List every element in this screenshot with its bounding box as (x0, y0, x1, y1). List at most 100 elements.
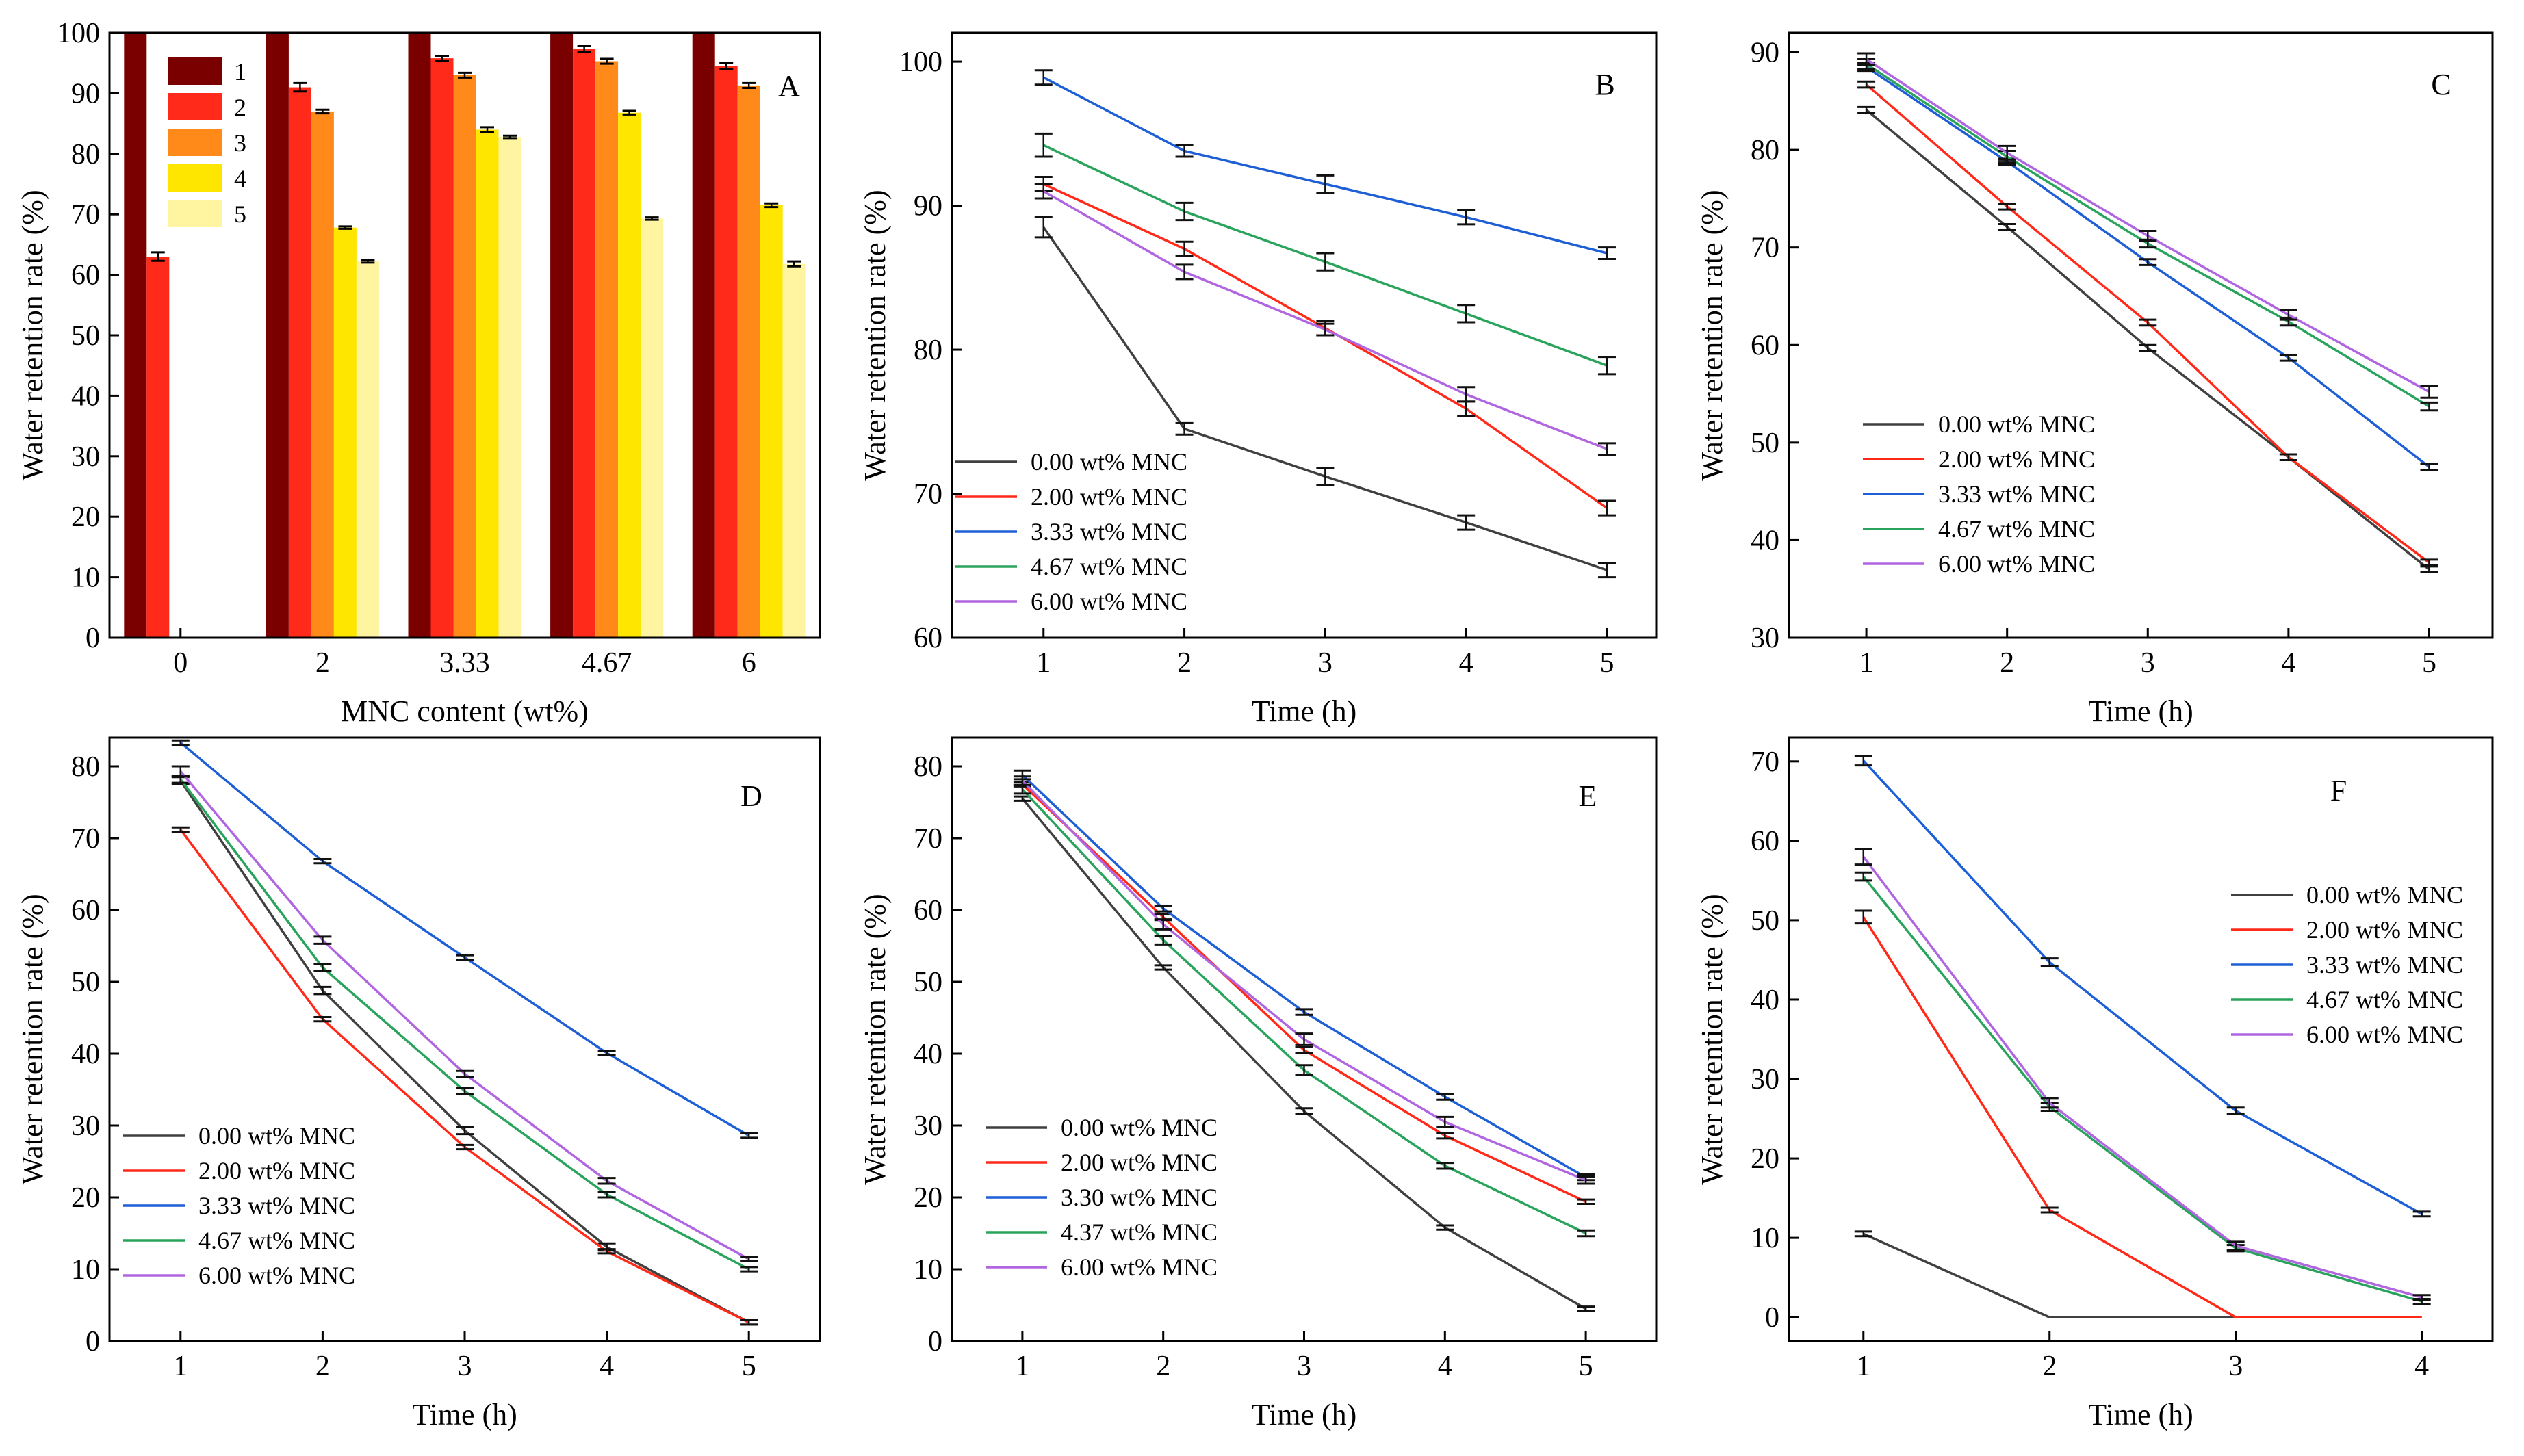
y-tick-label: 70 (914, 823, 942, 855)
error-bar (1154, 918, 1172, 931)
plot-frame-E (951, 736, 1658, 1342)
error-bar (740, 1319, 758, 1326)
legend: 0.00 wt% MNC 2.00 wt% MNC 3.33 wt% MNC 4.67… (955, 448, 1187, 615)
error-bar (2040, 1097, 2059, 1109)
legend-label: 0.00 wt% MNC (1061, 1114, 1218, 1141)
plot-frame-D (108, 736, 821, 1342)
y-tick-label: 50 (1751, 428, 1779, 459)
series-line-4 (1862, 876, 2423, 1303)
legend-label: 2.00 wt% MNC (1061, 1149, 1218, 1176)
error-bar (1295, 1046, 1313, 1054)
legend-label: 0.00 wt% MNC (1938, 411, 2095, 438)
error-bar (1295, 1008, 1313, 1016)
y-tick-label: 0 (86, 1326, 100, 1357)
y-tick-label: 30 (71, 1110, 100, 1142)
y-tick-label: 50 (914, 967, 942, 998)
error-bar (577, 44, 591, 53)
error-bar (742, 81, 756, 89)
legend-label: 4.67 wt% MNC (2306, 986, 2463, 1013)
y-tick-label: 90 (71, 78, 100, 109)
y-tick-label: 10 (914, 1254, 942, 1286)
bar-series-4-6 (760, 205, 783, 638)
y-tick-label: 60 (1751, 330, 1779, 361)
y-tick-label: 40 (71, 1039, 100, 1070)
y-tick-label: 80 (914, 335, 942, 366)
bar-series-1-2 (266, 33, 289, 638)
y-axis-title: Water retention rate (%) (858, 190, 892, 480)
panel-letter: B (1595, 68, 1614, 101)
bar-series-5-4.67 (641, 218, 664, 638)
error-bar (645, 216, 659, 221)
error-bar (1436, 1162, 1454, 1170)
x-tick-label: 5 (1599, 647, 1614, 679)
error-bar (1577, 1305, 1595, 1312)
legend-swatch-2 (168, 93, 222, 120)
legend-label: 4.67 wt% MNC (1938, 515, 2095, 543)
error-bar (1457, 386, 1476, 403)
error-bar (1175, 421, 1194, 436)
bar-series-1-3.33 (408, 33, 431, 638)
y-tick-label: 70 (71, 199, 100, 231)
error-bar (1316, 467, 1335, 486)
y-tick-label: 80 (914, 751, 942, 783)
panel-letter: C (2431, 68, 2451, 101)
error-bar (456, 1143, 474, 1151)
error-bar (1457, 209, 1476, 226)
error-bar (316, 108, 330, 115)
bar-series-1-0 (124, 33, 147, 638)
y-tick-label: 20 (914, 1182, 942, 1214)
legend-label: 4.67 wt% MNC (1031, 553, 1187, 580)
legend-label: 1 (234, 58, 246, 86)
x-tick-label: 3.33 (439, 647, 490, 679)
y-axis-title: Water retention rate (%) (1695, 190, 1729, 480)
y-tick-label: 70 (1751, 233, 1779, 264)
legend-label: 0.00 wt% MNC (198, 1122, 355, 1149)
bar-series-3-4.67 (595, 61, 619, 638)
y-tick-label: 40 (71, 380, 100, 412)
error-bar (622, 109, 636, 116)
error-bar (2139, 258, 2157, 266)
y-tick-label: 30 (914, 1110, 942, 1142)
x-axis-title: MNC content (wt%) (341, 694, 589, 728)
error-bar (1998, 203, 2016, 211)
error-bar (361, 259, 375, 264)
x-tick-label: 5 (742, 1351, 756, 1382)
error-bar (1295, 1107, 1313, 1115)
error-bar (171, 826, 190, 833)
x-tick-label: 2 (1156, 1351, 1170, 1382)
error-bar (1597, 246, 1616, 260)
error-bar (1436, 1224, 1454, 1231)
legend-label: 6.00 wt% MNC (2306, 1021, 2463, 1048)
error-bar (740, 1266, 758, 1273)
x-tick-label: 4.67 (582, 647, 632, 679)
error-bar (456, 954, 474, 961)
y-tick-label: 60 (71, 260, 100, 291)
y-tick-label: 0 (86, 623, 100, 654)
x-tick-label: 3 (1318, 647, 1332, 679)
y-tick-label: 30 (1751, 623, 1779, 654)
error-bar (597, 1191, 616, 1199)
error-bar (1154, 935, 1172, 946)
legend-label: 3.33 wt% MNC (1031, 518, 1187, 545)
error-bar (293, 81, 307, 93)
legend-label: 6.00 wt% MNC (1031, 588, 1187, 615)
error-bar (2412, 1294, 2431, 1301)
y-tick-label: 70 (71, 823, 100, 855)
y-tick-label: 10 (71, 562, 100, 594)
error-bar (171, 765, 190, 778)
error-bar (1436, 1093, 1454, 1101)
error-bar (597, 1177, 616, 1185)
panel-letter: F (2330, 774, 2347, 807)
bar-series-2-6 (714, 66, 738, 638)
y-tick-label: 90 (914, 191, 942, 222)
error-bar (2412, 1210, 2431, 1218)
x-axis-title: Time (h) (1252, 694, 1357, 728)
x-tick-label: 5 (2422, 647, 2436, 679)
error-bar (1854, 755, 1872, 767)
legend-label: 0.00 wt% MNC (1031, 448, 1187, 476)
error-bar (1316, 252, 1335, 272)
error-bar (313, 857, 332, 865)
error-bar (2139, 343, 2157, 352)
